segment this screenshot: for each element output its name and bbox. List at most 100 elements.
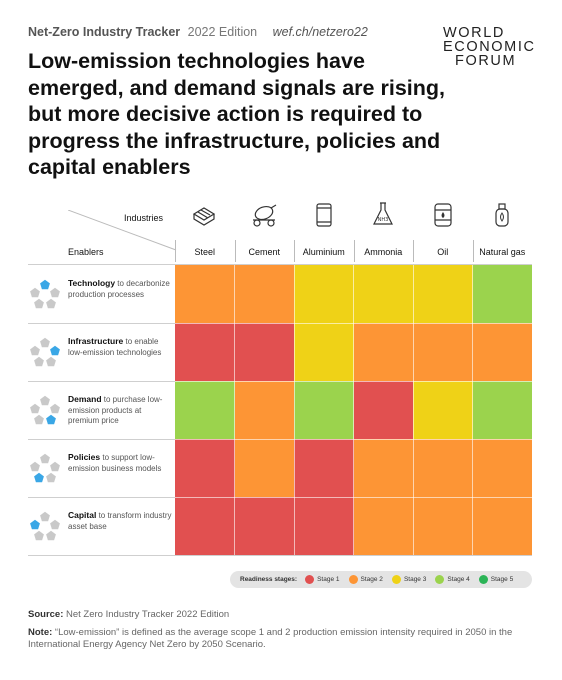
grid-line-vertical <box>472 265 473 555</box>
heatmap-cell <box>234 439 294 497</box>
heatmap-cell <box>413 439 473 497</box>
source-url[interactable]: wef.ch/netzero22 <box>272 25 368 39</box>
grid-line-vertical <box>353 265 354 555</box>
enabler-row-label: Technology to decarbonize production pro… <box>68 278 172 300</box>
legend-swatch <box>435 575 445 584</box>
column-header: Aluminium <box>302 247 345 257</box>
enabler-description: to enable low-emission technologies <box>68 337 162 357</box>
enabler-pentagon-icon <box>30 337 60 367</box>
enabler-row-label: Demand to purchase low-emission products… <box>68 394 172 427</box>
heatmap-cell <box>353 439 413 497</box>
source-text: Net Zero Industry Tracker 2022 Edition <box>63 609 230 620</box>
grid-line-vertical <box>412 265 414 555</box>
column-separator <box>234 240 236 262</box>
enabler-name: Policies <box>68 452 101 462</box>
grid-line-horizontal <box>175 496 532 498</box>
legend-swatch <box>305 575 315 584</box>
heatmap-cell <box>472 439 532 497</box>
legend-swatch <box>391 575 401 584</box>
heatmap-cell <box>175 497 235 555</box>
legend-title: Readiness stages: <box>240 576 298 583</box>
heatmap-cell <box>294 439 354 497</box>
legend-item: Stage 5 <box>478 575 513 584</box>
note-text: “Low-emission” is defined as the average… <box>28 627 513 650</box>
heatmap-cell <box>294 497 354 555</box>
row-divider <box>28 555 532 556</box>
enabler-pentagon-icon <box>30 511 60 541</box>
heatmap-cell <box>234 497 294 555</box>
grid-line-horizontal <box>175 438 532 440</box>
column-header: Cement <box>248 247 280 257</box>
heatmap-cell <box>234 265 294 323</box>
enabler-description: to support low-emission business models <box>68 453 162 473</box>
column-separator <box>472 240 474 262</box>
heatmap-cell <box>472 381 532 439</box>
heatmap-cell <box>353 381 413 439</box>
enabler-row-label: Policies to support low-emission busines… <box>68 452 172 474</box>
heatmap-cell <box>472 265 532 323</box>
enabler-pentagon-icon <box>30 279 60 309</box>
legend-item: Stage 4 <box>435 575 470 584</box>
heatmap-cell <box>234 323 294 381</box>
enabler-row-label: Infrastructure to enable low-emission te… <box>68 336 172 358</box>
heatmap-cell <box>175 323 235 381</box>
heatmap-cell <box>472 497 532 555</box>
industries-axis-label: Industries <box>124 213 164 223</box>
gas-cylinder-icon <box>495 203 509 227</box>
header-bar: Net-Zero Industry Tracker 2022 Edition w… <box>28 25 368 39</box>
grid-line-horizontal <box>175 322 532 324</box>
wef-logo: WORLD ECONOMIC FORUM <box>443 25 538 69</box>
heatmap-cell <box>294 323 354 381</box>
grid-line-horizontal <box>175 380 532 382</box>
note-line: Note: “Low-emission” is defined as the a… <box>28 627 528 651</box>
legend-item: Stage 1 <box>305 575 340 584</box>
enabler-description: to transform industry asset base <box>68 511 172 531</box>
grid-line-vertical <box>293 265 295 555</box>
note-label: Note: <box>28 627 53 638</box>
grid-line-vertical <box>234 265 235 555</box>
enabler-description: to decarbonize production processes <box>68 279 170 299</box>
heatmap-cell <box>175 381 235 439</box>
heatmap-cell <box>353 265 413 323</box>
edition-label: 2022 Edition <box>187 25 258 39</box>
enabler-pentagon-icon <box>30 453 60 483</box>
column-header: Ammonia <box>364 247 403 257</box>
legend-swatch <box>478 575 488 584</box>
heatmap-cell <box>413 381 473 439</box>
header-divider <box>28 264 532 265</box>
cement-mixer-icon <box>253 204 277 227</box>
column-separator <box>353 240 355 262</box>
page-headline: Low-emission technologies have emerged, … <box>28 49 445 179</box>
column-header: Natural gas <box>479 247 526 257</box>
logo-line-2: ECONOMIC <box>443 39 536 55</box>
enabler-row-label: Capital to transform industry asset base <box>68 510 172 532</box>
header-diagonal-divider <box>68 210 177 251</box>
source-line: Source: Net Zero Industry Tracker 2022 E… <box>28 609 229 620</box>
legend-label: Stage 2 <box>360 576 383 583</box>
aluminium-can-icon <box>316 203 332 227</box>
column-header: Steel <box>194 247 215 257</box>
enabler-name: Capital <box>68 510 97 520</box>
legend-label: Stage 1 <box>317 576 340 583</box>
heatmap-cell <box>413 265 473 323</box>
heatmap-cell <box>413 323 473 381</box>
column-separator <box>294 240 295 262</box>
column-header: Oil <box>437 247 449 257</box>
legend-items: Stage 1 Stage 2 Stage 3 Stage 4 Stage 5 <box>305 575 522 584</box>
heatmap-cell <box>353 497 413 555</box>
enabler-name: Technology <box>68 278 116 288</box>
heatmap-cell <box>234 381 294 439</box>
enablers-axis-label: Enablers <box>68 247 104 257</box>
legend-swatch <box>348 575 358 584</box>
heatmap-cell <box>294 381 354 439</box>
tracker-title: Net-Zero Industry Tracker <box>28 25 181 39</box>
logo-line-1: WORLD <box>443 25 505 41</box>
heatmap-cell <box>353 323 413 381</box>
legend-label: Stage 3 <box>403 576 427 583</box>
legend-item: Stage 2 <box>348 575 383 584</box>
column-separator <box>413 240 414 262</box>
oil-barrel-icon <box>434 203 452 227</box>
ammonia-flask-icon: NH3 <box>373 202 394 225</box>
enabler-description: to purchase low-emission products at pre… <box>68 395 163 425</box>
